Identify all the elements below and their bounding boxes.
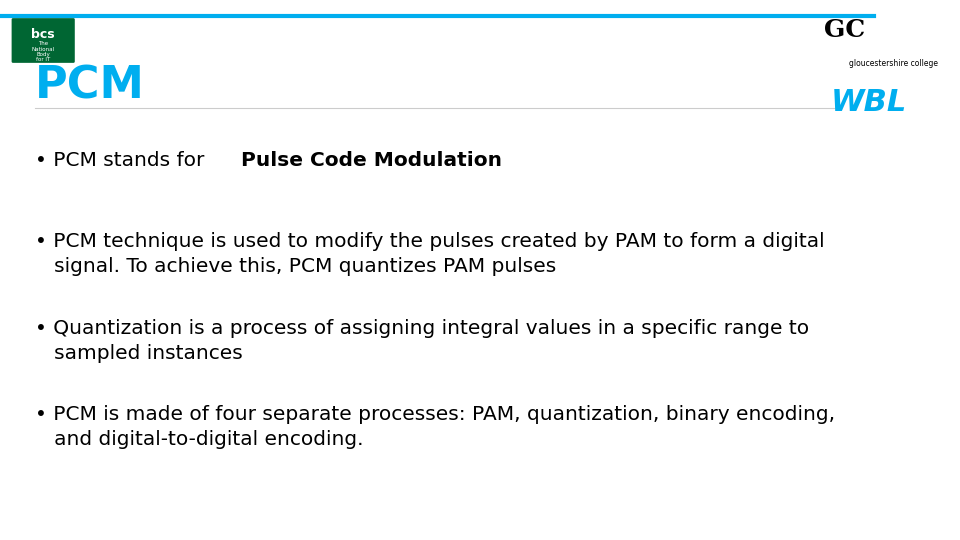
Text: WBL: WBL (830, 88, 907, 117)
Text: The
National
Body
for IT: The National Body for IT (32, 41, 55, 63)
Text: • PCM technique is used to modify the pulses created by PAM to form a digital
  : • PCM technique is used to modify the pu… (35, 232, 825, 276)
Text: GC: GC (824, 18, 865, 42)
Text: • PCM stands for: • PCM stands for (35, 151, 210, 170)
Text: • Quantization is a process of assigning integral values in a specific range to
: • Quantization is a process of assigning… (35, 319, 809, 362)
Text: bcs: bcs (32, 28, 55, 41)
Text: • PCM is made of four separate processes: PAM, quantization, binary encoding,
  : • PCM is made of four separate processes… (35, 405, 835, 449)
Text: PCM: PCM (35, 65, 145, 108)
Text: Pulse Code Modulation: Pulse Code Modulation (242, 151, 502, 170)
FancyBboxPatch shape (12, 18, 75, 63)
Text: gloucestershire college: gloucestershire college (849, 59, 938, 68)
